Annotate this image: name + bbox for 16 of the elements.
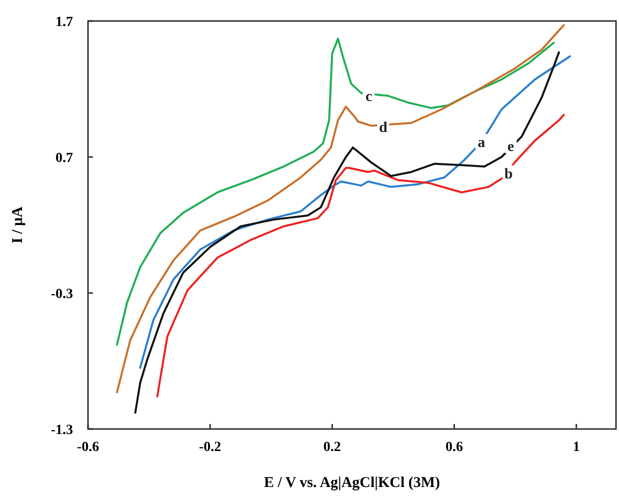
x-tick-label: 0.6 (445, 440, 463, 455)
y-axis-title: I / µA (10, 206, 26, 244)
x-axis-title: E / V vs. Ag|AgCl|KCl (3M) (264, 475, 440, 491)
annotation: d (378, 120, 388, 136)
x-tick-label: -0.2 (198, 440, 222, 455)
y-tick-label: 1.7 (56, 15, 73, 30)
y-tick-label: -1.3 (50, 423, 73, 438)
y-tick-label: 0.7 (56, 151, 73, 166)
x-tick-label: 0.2 (323, 440, 341, 455)
annotation: c (365, 88, 372, 105)
x-tick-label: 1 (572, 440, 580, 455)
x-tick-label: -0.6 (76, 440, 100, 455)
annotation: b (504, 166, 513, 182)
annotation: a (478, 135, 486, 152)
annotation: e (507, 139, 514, 156)
y-tick-label: -0.3 (50, 287, 73, 302)
